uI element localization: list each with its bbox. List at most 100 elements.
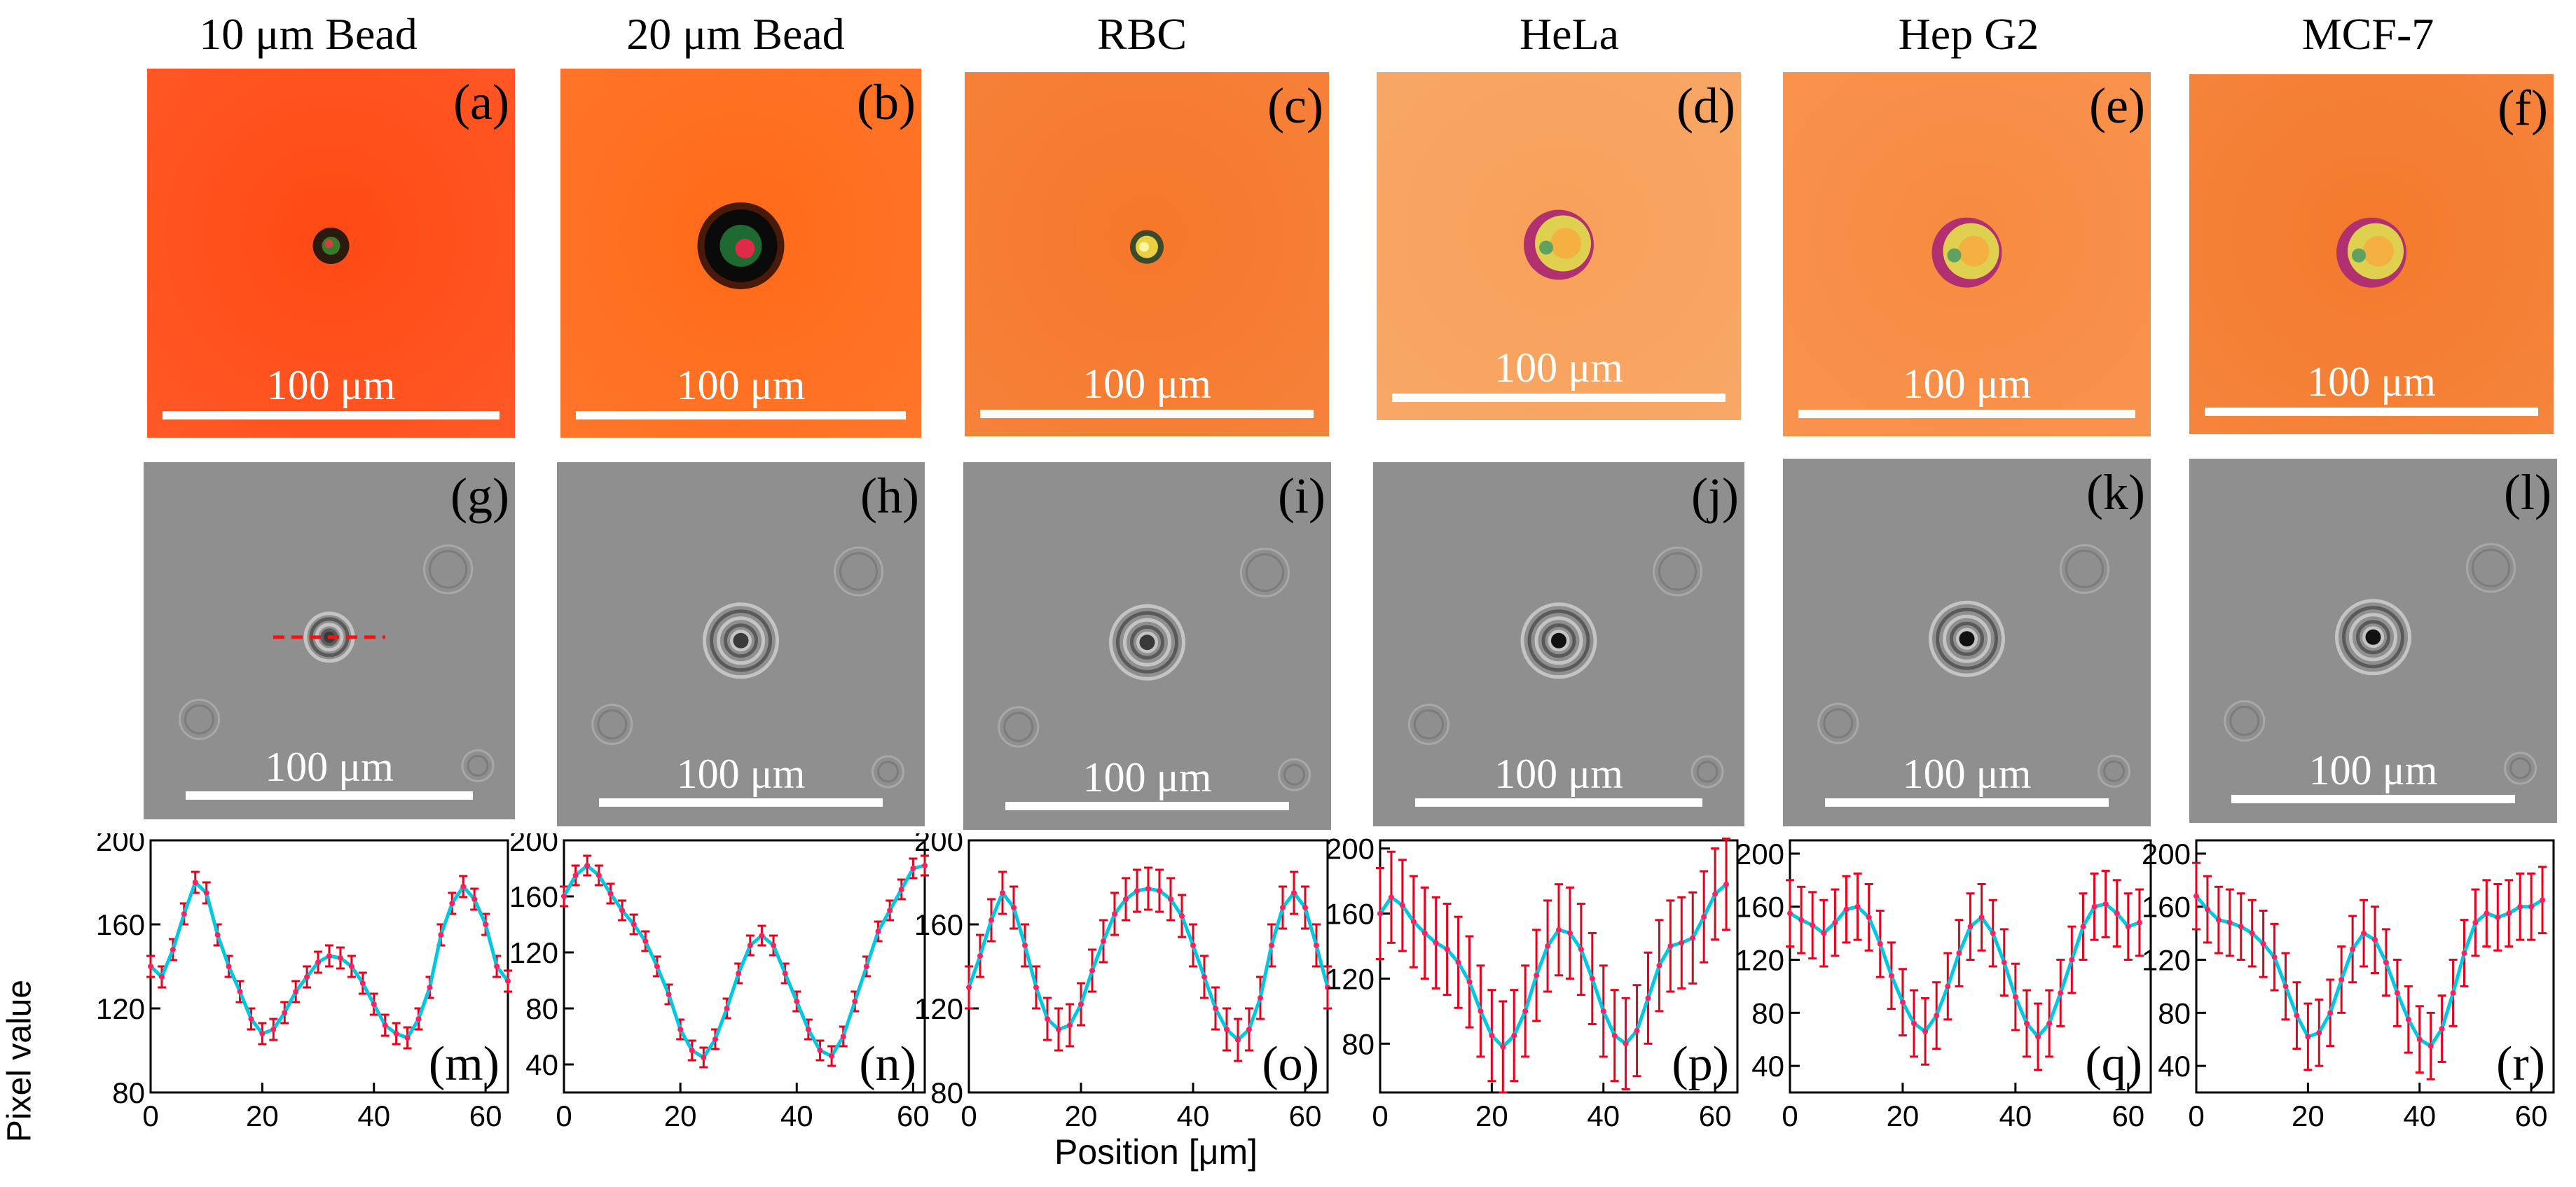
panel-label: (d) — [1676, 78, 1735, 134]
scale-bar-label: 100 μm — [2308, 747, 2438, 793]
data-point — [724, 1006, 730, 1011]
scale-bar-label: 100 μm — [2307, 359, 2436, 405]
data-point — [304, 974, 310, 980]
panel-label: (q) — [2085, 1037, 2142, 1091]
y-tick-label: 200 — [509, 833, 558, 857]
brightfield-image — [1783, 72, 2151, 436]
plot-svg: 40 80 120 160 200 0 20 40 60 (n) — [509, 824, 930, 1132]
data-point — [2339, 976, 2345, 983]
panel-label: (l) — [2504, 464, 2551, 520]
data-point — [1466, 979, 1473, 985]
data-point — [2271, 954, 2278, 960]
data-point — [642, 938, 649, 944]
data-point — [759, 933, 765, 938]
data-point — [2114, 910, 2120, 917]
data-point — [2204, 906, 2210, 912]
scale-bar-label: 100 μm — [676, 751, 806, 797]
data-point — [771, 943, 777, 948]
data-point — [922, 863, 928, 868]
y-tick-label: 160 — [96, 908, 145, 941]
data-point — [898, 887, 904, 892]
scale-bar — [163, 411, 500, 419]
hologram-center — [2365, 629, 2381, 645]
scale-bar — [1415, 798, 1702, 807]
data-point — [270, 1027, 277, 1032]
y-tick-label: 80 — [1342, 1027, 1375, 1060]
y-tick-label: 80 — [2158, 997, 2191, 1029]
panel-label: (g) — [450, 468, 509, 524]
scale-bar — [599, 798, 883, 807]
data-point — [449, 901, 455, 906]
data-point — [989, 917, 994, 923]
y-tick-label: 160 — [2142, 891, 2191, 924]
data-point — [348, 964, 354, 969]
x-tick-label: 40 — [780, 1099, 813, 1132]
data-point — [505, 978, 511, 984]
y-tick-label: 200 — [1325, 833, 1375, 866]
panel-label: (i) — [1278, 468, 1325, 524]
profile-plot: 40 80 120 160 200 0 20 40 60 (n) — [487, 824, 932, 1134]
data-point — [2472, 919, 2479, 926]
hologram-panel: (h) 100 μm — [557, 462, 925, 826]
brightfield-panel: (b) 100 μm — [560, 69, 921, 438]
x-tick-label: 60 — [2515, 1099, 2548, 1132]
y-tick-label: 120 — [96, 992, 145, 1025]
profile-plot: 40 80 120 160 200 0 20 40 60 (q) — [1713, 833, 2158, 1134]
data-point — [977, 953, 983, 959]
data-point — [1522, 1008, 1529, 1014]
data-point — [1123, 896, 1129, 902]
data-point — [1089, 968, 1095, 973]
brightfield-panel: (a) 100 μm — [147, 69, 515, 438]
data-point — [1033, 985, 1039, 990]
hologram-panel: (i) 100 μm — [963, 462, 1331, 830]
y-tick-label: 200 — [96, 833, 145, 857]
data-point — [1269, 943, 1274, 948]
data-point — [293, 989, 299, 994]
y-tick-label: 80 — [112, 1076, 145, 1109]
y-tick-label: 40 — [1751, 1050, 1784, 1083]
data-point — [1854, 903, 1861, 910]
y-tick-label: 160 — [1325, 898, 1375, 931]
scale-bar — [980, 410, 1314, 418]
data-point — [2215, 917, 2222, 923]
y-tick-label: 40 — [2158, 1050, 2191, 1083]
data-point — [1500, 1043, 1506, 1050]
profile-plot: 80 120 160 200 0 20 40 60 (m) — [74, 824, 515, 1134]
data-point — [1656, 962, 1662, 969]
y-tick-label: 120 — [1735, 944, 1784, 977]
data-point — [214, 932, 221, 938]
y-tick-label: 80 — [1751, 997, 1784, 1029]
data-point — [561, 894, 567, 899]
data-point — [677, 1027, 684, 1032]
data-point — [382, 1022, 388, 1028]
y-axis-label: Pixel value — [1, 979, 39, 1143]
data-point — [887, 908, 893, 913]
data-point — [966, 985, 972, 990]
data-point — [1280, 905, 1286, 910]
y-tick-label: 200 — [914, 833, 963, 857]
brightfield-panel: (d) 100 μm — [1377, 72, 1741, 420]
data-point — [427, 985, 433, 990]
column-title: Hep G2 — [1898, 9, 2039, 59]
panel-label: (k) — [2086, 464, 2145, 520]
panel-label: (j) — [1691, 468, 1739, 524]
hologram-image — [963, 462, 1331, 830]
brightfield-image — [2189, 74, 2554, 434]
y-tick-label: 120 — [914, 992, 963, 1025]
data-point — [910, 866, 916, 871]
brightfield-image — [147, 69, 515, 438]
plot-svg: 80 120 160 200 0 20 40 60 (o) — [914, 824, 1332, 1132]
x-tick-label: 60 — [897, 1099, 930, 1132]
profile-plot: 80 120 160 200 0 20 40 60 (o) — [892, 824, 1335, 1134]
data-point — [2528, 903, 2535, 910]
panel-label: (c) — [1267, 78, 1323, 134]
data-point — [1701, 914, 1707, 920]
data-point — [393, 1031, 399, 1036]
scale-bar — [1392, 394, 1726, 402]
data-point — [1168, 896, 1173, 902]
data-point — [1690, 935, 1696, 941]
data-point — [460, 884, 467, 889]
data-point — [1478, 1008, 1484, 1014]
data-point — [782, 971, 788, 976]
hologram-image — [144, 462, 515, 819]
